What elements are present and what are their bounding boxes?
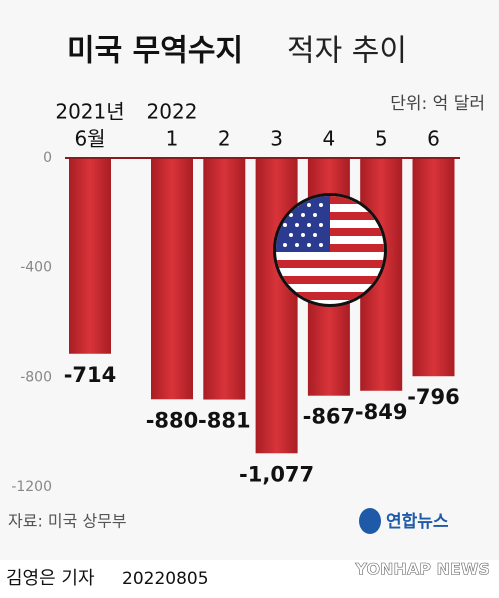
x-tick-label: 6 (427, 127, 440, 151)
value-label: -849 (355, 400, 408, 424)
flag (273, 193, 387, 307)
value-label: -1,077 (239, 462, 314, 486)
value-label: -881 (198, 409, 251, 433)
x-tick-label: 5 (375, 127, 388, 151)
y-tick-label: -1200 (11, 479, 52, 495)
byline: 김영은 기자 (6, 568, 95, 589)
x-tick-label: 2 (218, 127, 231, 151)
x-tick-label: 4 (323, 127, 336, 151)
chart-title: 미국 무역수지 (67, 34, 243, 69)
value-label: -867 (303, 405, 356, 429)
footer (0, 560, 499, 598)
bar (151, 158, 193, 400)
date: 20220805 (122, 569, 209, 589)
year-label: 2021년 (55, 100, 124, 124)
bar (203, 158, 246, 400)
logo-text: 연합뉴스 (386, 511, 449, 532)
y-tick-label: -400 (20, 260, 52, 276)
value-label: -796 (407, 385, 460, 409)
x-tick-label: 1 (166, 127, 179, 151)
value-label: -880 (146, 408, 199, 432)
y-tick-label: -800 (20, 369, 52, 385)
source: 자료: 미국 상무부 (8, 512, 127, 531)
value-label: -714 (64, 363, 117, 387)
unit-label: 단위: 억 달러 (390, 94, 485, 114)
chart-subtitle: 적자 추이 (287, 34, 407, 69)
bar (412, 158, 455, 377)
bar (255, 158, 298, 454)
x-tick-label: 3 (270, 127, 283, 151)
agency: YONHAP NEWS (354, 560, 490, 579)
year-label: 2022 (147, 100, 198, 124)
logo: 연합뉴스 (359, 508, 449, 534)
x-tick-label: 6월 (74, 127, 105, 151)
bar (69, 158, 111, 354)
y-tick-label: 0 (43, 150, 52, 166)
